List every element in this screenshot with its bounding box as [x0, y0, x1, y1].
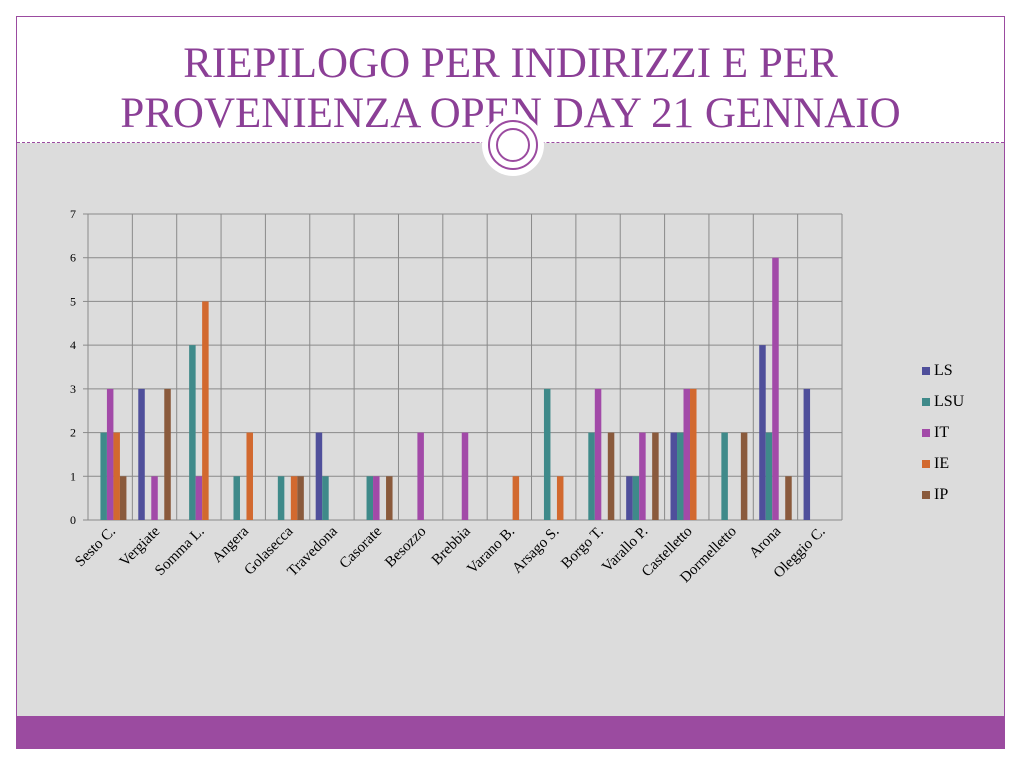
decorative-inner-ring-icon — [496, 128, 530, 162]
bar-IT-1 — [151, 476, 158, 520]
legend-swatch-IP — [922, 491, 930, 499]
bar-IE-9 — [512, 476, 520, 520]
bar-IP-15 — [785, 476, 792, 520]
y-tick-label: 3 — [70, 382, 76, 396]
bar-IT-6 — [373, 476, 380, 520]
legend-label-IE: IE — [934, 455, 949, 472]
x-tick-label: Brebbia — [429, 523, 474, 568]
y-tick-label: 7 — [70, 207, 76, 221]
y-tick-label: 5 — [70, 294, 76, 308]
legend-label-IT: IT — [934, 424, 949, 441]
x-tick-label: Casorate — [337, 523, 386, 572]
bar-LSU-11 — [588, 432, 595, 520]
x-tick-label: Besozzo — [382, 524, 429, 571]
footer-bar — [17, 716, 1004, 748]
y-tick-label: 4 — [70, 338, 76, 352]
bar-IT-12 — [639, 432, 646, 520]
bar-LS-12 — [626, 476, 633, 520]
x-tick-label: Arsago S. — [509, 524, 562, 577]
bar-IT-15 — [772, 257, 779, 520]
bar-LSU-12 — [632, 476, 640, 520]
decorative-ring-icon — [488, 120, 538, 170]
slide: RIEPILOGO PER INDIRIZZI E PER PROVENIENZ… — [16, 16, 1005, 749]
bar-LSU-0 — [100, 432, 107, 520]
bar-IP-14 — [740, 432, 748, 520]
bar-IT-13 — [683, 388, 691, 520]
bar-IT-8 — [461, 432, 469, 520]
bar-LS-5 — [315, 432, 323, 520]
bar-LSU-14 — [721, 432, 728, 520]
x-tick-label: Arona — [746, 523, 784, 561]
legend-swatch-LS — [922, 367, 930, 375]
bar-IE-10 — [556, 476, 564, 520]
x-tick-label: Somma L. — [152, 524, 208, 580]
legend-swatch-IT — [922, 429, 930, 437]
bar-IT-7 — [417, 432, 424, 520]
bar-IE-3 — [246, 432, 253, 520]
bar-IP-11 — [607, 432, 615, 520]
bar-IP-1 — [164, 388, 171, 520]
bar-IT-11 — [594, 388, 602, 520]
y-tick-label: 2 — [70, 426, 76, 440]
legend-label-IP: IP — [934, 486, 948, 503]
bar-IP-0 — [119, 476, 127, 520]
bar-IE-13 — [690, 388, 697, 520]
bar-LSU-5 — [322, 476, 329, 520]
bar-IP-12 — [652, 432, 659, 520]
bar-LSU-2 — [189, 345, 196, 520]
bar-LSU-4 — [277, 476, 285, 520]
bar-LS-1 — [138, 388, 145, 520]
bar-LS-13 — [670, 432, 678, 520]
bar-IT-0 — [106, 388, 114, 520]
x-tick-label: Varano B. — [464, 524, 518, 578]
legend-label-LS: LS — [934, 362, 953, 379]
decorative-circle-icon — [482, 114, 544, 176]
legend-swatch-IE — [922, 460, 930, 468]
bar-IP-6 — [386, 476, 393, 520]
bar-LS-16 — [803, 388, 811, 520]
legend-label-LSU: LSU — [934, 393, 965, 410]
y-tick-label: 6 — [70, 251, 76, 265]
bar-IE-4 — [290, 476, 298, 520]
bar-LS-15 — [759, 345, 766, 520]
y-tick-label: 0 — [70, 513, 76, 527]
x-tick-label: Angera — [210, 523, 253, 566]
bar-LSU-3 — [233, 476, 240, 520]
slide-title: RIEPILOGO PER INDIRIZZI E PER PROVENIENZ… — [17, 39, 1004, 139]
bar-LSU-10 — [543, 388, 551, 520]
bar-LSU-15 — [765, 432, 773, 520]
title-line-1: RIEPILOGO PER INDIRIZZI E PER — [183, 40, 838, 87]
bar-LSU-6 — [366, 476, 374, 520]
x-tick-label: Sesto C. — [72, 524, 119, 571]
bar-IT-2 — [195, 476, 203, 520]
bar-LSU-13 — [677, 432, 684, 520]
content-area: 0 1 2 3 4 5 6 7 Sesto C. Vergiate Somma L. Angera Go… — [17, 143, 1004, 716]
bar-IE-2 — [202, 301, 209, 520]
y-tick-label: 1 — [70, 469, 76, 483]
bar-IE-0 — [113, 432, 120, 520]
legend-swatch-LSU — [922, 398, 930, 406]
bar-IP-4 — [297, 476, 304, 520]
